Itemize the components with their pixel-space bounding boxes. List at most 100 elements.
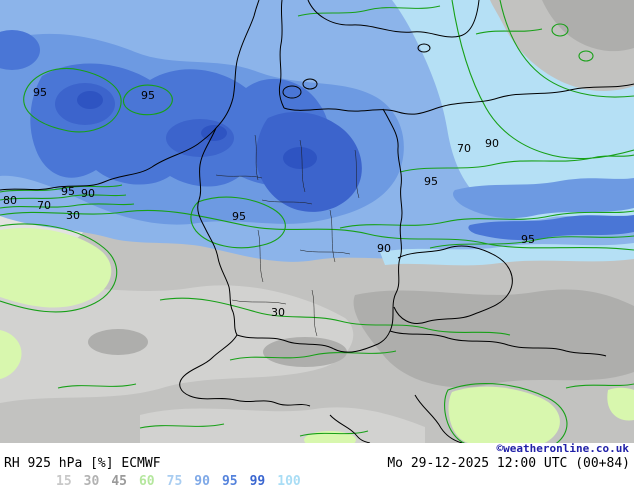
border-jutland-west [215,0,260,129]
legend-value: 75 [166,473,183,489]
copyright: ©weatheronline.co.uk [496,442,629,455]
footer: ©weatheronline.co.uk RH 925 hPa [%] ECMW… [0,443,634,490]
state-border [254,134,259,181]
rh-contour [551,23,569,37]
contour-lines [0,0,634,443]
rh-contour [190,196,286,249]
rh-contour [0,223,118,313]
border-germany-west [197,127,238,336]
rh-contour [0,194,127,201]
border-island-bornholm [417,43,431,53]
state-border [354,149,360,199]
fill-gray-dark-3 [263,337,347,367]
country-borders [0,0,634,443]
rh-contour [229,350,397,361]
contour-labels: 95 95 80 95 90 70 30 95 70 90 95 90 95 3… [3,86,535,319]
state-border [261,199,313,205]
contour-label: 80 [3,194,17,207]
state-border [215,174,263,179]
contour-label: 95 [61,185,75,198]
rh-contour [122,84,173,116]
fill-green-bottom-right [448,386,560,443]
border-germany-south [236,330,391,353]
rh-contour [23,68,122,133]
rh-contour [299,430,369,437]
border-denmark-east [278,0,285,109]
border-germany-east [382,108,403,332]
rh-contour [429,235,634,249]
fill-cyan-band-right [380,243,634,266]
fill-green-right-edge [607,387,634,421]
color-scale-legend: 15 30 45 60 75 90 95 99 100 [0,472,634,490]
fill-green-bottom-left [0,228,112,308]
legend-value: 95 [221,473,238,489]
rh-contour [578,50,594,62]
contour-label: 90 [485,137,499,150]
contour-label: 70 [37,199,51,212]
state-border [299,249,351,255]
rh-contour [0,209,634,251]
border-czech [393,245,513,324]
fill-green-left-edge [0,330,22,379]
map-area: 95 95 80 95 90 70 30 95 70 90 95 90 95 3… [0,0,634,443]
fill-blue-darkest-2 [283,147,317,169]
contour-label: 90 [377,242,391,255]
rh-contour [0,203,135,209]
contour-label: 30 [66,209,80,222]
fill-blue-deep-right-band [468,215,634,241]
rh-contour [339,210,634,229]
rh-map-svg: 95 95 80 95 90 70 30 95 70 90 95 90 95 3… [0,0,634,443]
contour-label: 95 [141,89,155,102]
legend-value: 60 [138,473,155,489]
rh-contour [0,184,123,193]
rh-contour [297,5,441,17]
rh-contour [444,383,568,443]
contour-label: 30 [271,306,285,319]
border-sweden-south-coast [307,0,480,38]
state-border [257,229,264,283]
state-border [299,139,306,193]
rh-contour [159,297,511,336]
state-border [311,289,318,337]
fill-gray-corner-tr-dark [542,0,634,52]
datetime-label: Mo 29-12-2025 12:00 UTC (00+84) [387,456,630,471]
contour-label: 95 [424,175,438,188]
border-adriatic-coast [414,394,463,443]
contour-label: 90 [81,187,95,200]
fill-blue-darkest-1 [77,91,103,109]
border-danish-island-1 [282,85,302,99]
legend-value: 100 [277,473,301,489]
rh-contour [565,383,634,389]
border-danish-island-2 [302,78,318,90]
rh-contour [399,154,634,173]
rh-contour [451,0,634,160]
rh-contour [499,0,634,98]
state-border [231,299,287,305]
rh-contour [139,423,225,429]
fill-blue-mid-right-band [452,178,634,219]
border-switzerland [179,334,311,407]
state-border [329,209,336,263]
border-coast-north-sea [0,127,217,191]
fill-gray-dark-2 [88,329,148,355]
contour-label: 95 [33,86,47,99]
fill-blue-deep-corner [0,30,40,70]
legend-value: 15 [56,473,72,489]
legend-value: 45 [111,473,127,489]
contour-label: 95 [232,210,246,223]
legend-value: 30 [83,473,100,489]
border-italy-west-coast [329,414,371,443]
rh-contour [475,28,543,35]
border-baltic-coast [283,83,634,115]
legend-value: 99 [249,473,266,489]
rh-contour [57,383,137,389]
contour-label: 95 [521,233,535,246]
border-austria [389,330,607,357]
fill-gray-light-1 [0,285,354,403]
parameter-label: RH 925 hPa [%] ECMWF [4,456,161,471]
fill-gray-dark-1 [353,289,634,388]
legend-value: 90 [194,473,210,489]
state-borders [215,134,360,337]
fill-gray-light-2 [140,407,425,443]
